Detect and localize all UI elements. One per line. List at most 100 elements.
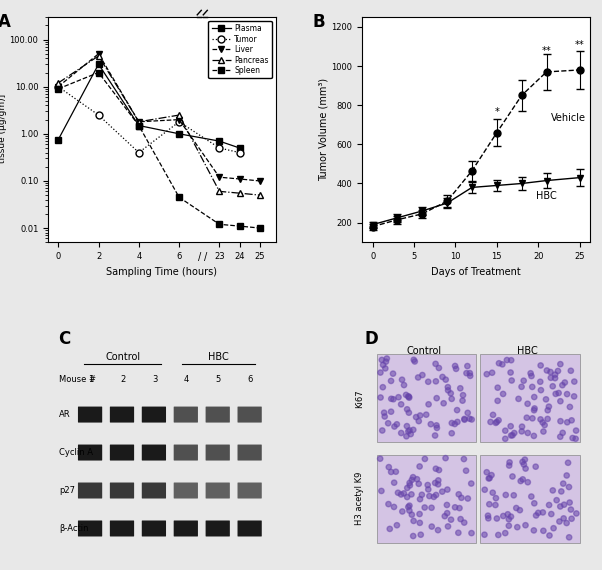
Text: HBC: HBC (536, 191, 557, 201)
Spleen (55, 86, 62, 92)
Circle shape (490, 412, 495, 417)
Tumor (135, 149, 143, 156)
Circle shape (568, 507, 574, 512)
Circle shape (412, 359, 417, 364)
Circle shape (506, 516, 512, 522)
Circle shape (560, 430, 565, 435)
Circle shape (489, 473, 494, 478)
FancyBboxPatch shape (142, 406, 166, 422)
Circle shape (531, 528, 536, 533)
Circle shape (538, 379, 543, 384)
Circle shape (458, 386, 463, 391)
Circle shape (547, 502, 552, 508)
Circle shape (495, 398, 500, 404)
Text: Control: Control (105, 352, 140, 362)
Circle shape (453, 366, 459, 372)
Circle shape (569, 418, 574, 423)
Circle shape (550, 488, 556, 493)
Circle shape (464, 468, 469, 473)
Plasma (236, 145, 243, 152)
Pancreas (55, 80, 62, 87)
FancyBboxPatch shape (206, 406, 230, 422)
Pancreas (95, 52, 102, 59)
Circle shape (523, 523, 528, 528)
Text: *: * (494, 107, 499, 117)
FancyBboxPatch shape (206, 445, 230, 461)
Circle shape (551, 526, 556, 531)
Text: p27: p27 (59, 486, 75, 495)
Plasma (216, 138, 223, 145)
Circle shape (428, 422, 433, 427)
Circle shape (508, 514, 514, 519)
Circle shape (518, 478, 523, 484)
Circle shape (436, 365, 442, 370)
FancyBboxPatch shape (174, 445, 198, 461)
Circle shape (455, 408, 460, 413)
Circle shape (469, 417, 474, 422)
Text: Vehicle: Vehicle (551, 113, 586, 123)
Circle shape (452, 421, 458, 427)
Circle shape (573, 428, 579, 433)
Circle shape (457, 506, 462, 511)
Circle shape (386, 502, 391, 507)
Circle shape (536, 510, 541, 515)
Circle shape (544, 368, 550, 373)
Text: Control: Control (407, 346, 442, 356)
Text: D: D (364, 330, 378, 348)
Circle shape (417, 496, 423, 502)
Circle shape (386, 465, 391, 470)
Circle shape (564, 520, 569, 526)
Circle shape (462, 520, 467, 526)
Circle shape (409, 512, 415, 518)
Pancreas (216, 188, 223, 195)
Pancreas (176, 112, 183, 119)
Circle shape (532, 394, 537, 400)
Pancreas (135, 119, 143, 125)
Circle shape (520, 424, 525, 429)
Circle shape (486, 502, 492, 507)
Plasma (176, 131, 183, 137)
Circle shape (462, 416, 467, 422)
Bar (377, 455, 476, 543)
Circle shape (496, 361, 501, 366)
Circle shape (433, 378, 439, 384)
Circle shape (406, 504, 411, 510)
Circle shape (435, 527, 441, 533)
Circle shape (388, 378, 394, 384)
Circle shape (538, 417, 543, 422)
Circle shape (532, 408, 537, 413)
Circle shape (408, 431, 414, 437)
Circle shape (383, 366, 388, 371)
Circle shape (388, 396, 394, 401)
Circle shape (407, 503, 412, 508)
Circle shape (565, 460, 571, 466)
Circle shape (419, 492, 424, 498)
Circle shape (509, 357, 514, 363)
Text: 6: 6 (247, 375, 253, 384)
Circle shape (532, 406, 537, 411)
Text: HBC: HBC (518, 346, 538, 356)
Circle shape (399, 402, 404, 407)
Circle shape (380, 428, 385, 433)
Circle shape (455, 420, 460, 425)
Circle shape (425, 482, 430, 488)
Circle shape (493, 502, 498, 508)
Circle shape (461, 393, 466, 398)
Circle shape (399, 377, 405, 382)
Circle shape (550, 384, 556, 389)
Circle shape (529, 494, 534, 499)
Tumor (176, 119, 183, 125)
Circle shape (436, 467, 442, 473)
Circle shape (565, 420, 570, 425)
Circle shape (521, 462, 527, 467)
Circle shape (484, 372, 489, 377)
Circle shape (460, 398, 465, 404)
Circle shape (556, 390, 561, 396)
Circle shape (414, 414, 419, 420)
Circle shape (529, 373, 534, 378)
Circle shape (429, 505, 434, 510)
Circle shape (547, 533, 552, 538)
Circle shape (445, 384, 450, 390)
Circle shape (562, 380, 568, 385)
Circle shape (443, 455, 448, 461)
